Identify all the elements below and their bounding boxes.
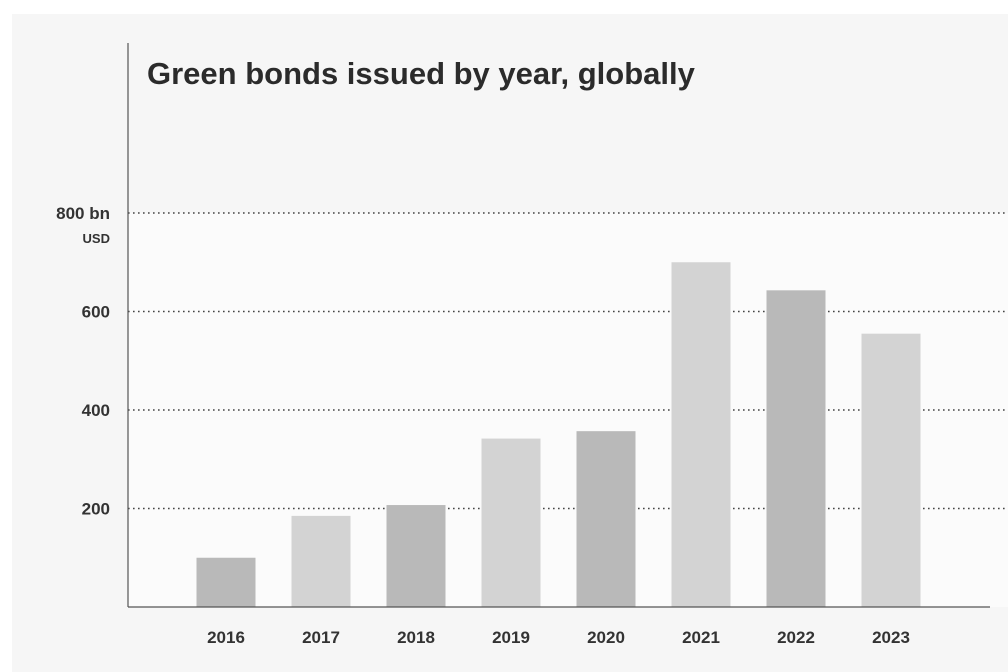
x-tick-label: 2018 <box>397 628 435 647</box>
y-axis-unit-label: USD <box>83 231 110 246</box>
x-tick-label: 2019 <box>492 628 530 647</box>
x-tick-label: 2022 <box>777 628 815 647</box>
bar-2023 <box>861 333 921 607</box>
x-tick-label: 2017 <box>302 628 340 647</box>
gridlines <box>128 212 1008 510</box>
y-tick-label: 400 <box>82 401 110 420</box>
x-tick-labels: 2016 2017 2018 2019 2020 2021 2022 2023 <box>207 628 910 647</box>
x-tick-label: 2023 <box>872 628 910 647</box>
x-tick-label: 2016 <box>207 628 245 647</box>
bar-2022 <box>766 290 826 607</box>
x-tick-label: 2021 <box>682 628 720 647</box>
bar-2020 <box>576 431 636 607</box>
y-tick-labels: 200 400 600 800 bn <box>56 204 110 519</box>
x-tick-label: 2020 <box>587 628 625 647</box>
y-tick-label: 600 <box>82 303 110 322</box>
bar-2021 <box>671 262 731 607</box>
bar-2019 <box>481 438 541 607</box>
bar-2016 <box>196 557 256 607</box>
bar-2018 <box>386 505 446 607</box>
chart-title: Green bonds issued by year, globally <box>147 56 696 91</box>
bar-2017 <box>291 515 351 607</box>
y-tick-label: 200 <box>82 500 110 519</box>
bars <box>196 262 921 607</box>
y-tick-label: 800 bn <box>56 204 110 223</box>
